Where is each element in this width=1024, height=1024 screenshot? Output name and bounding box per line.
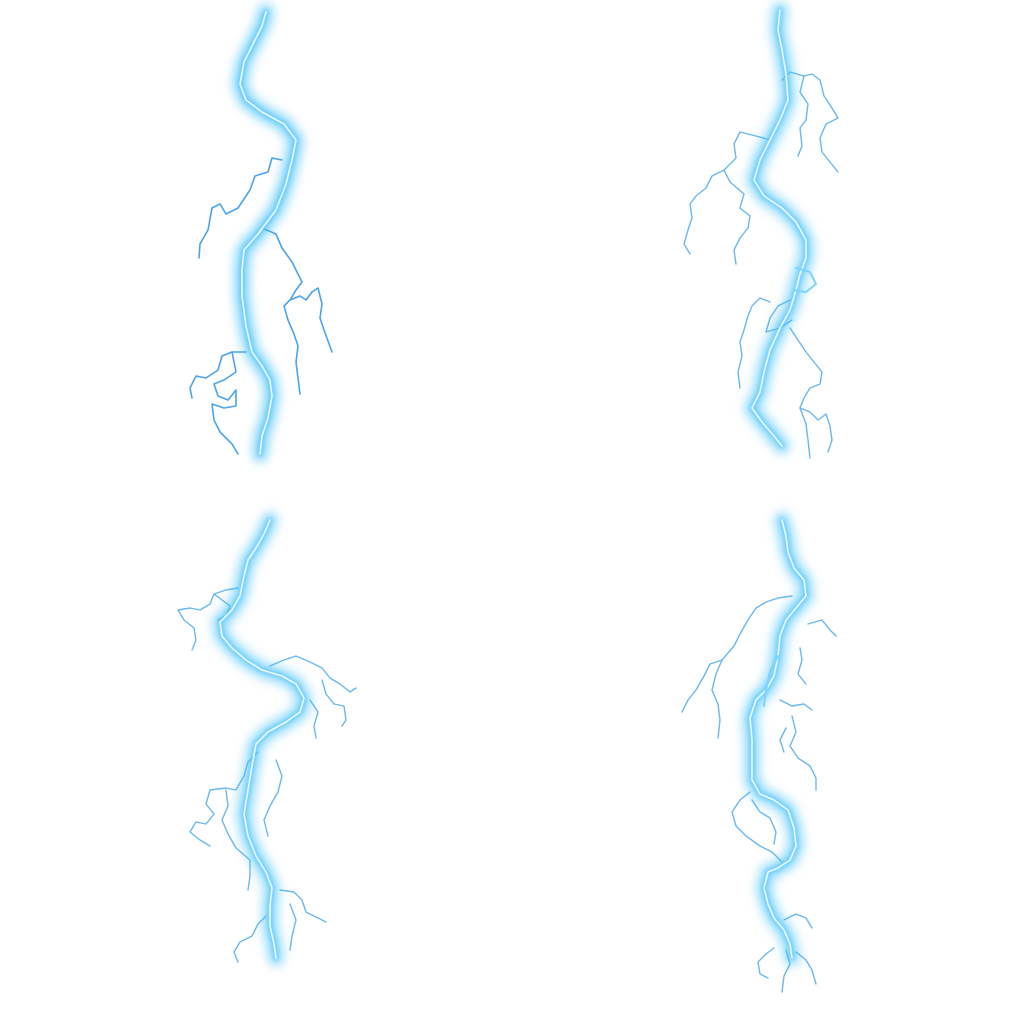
- lightning-bolt-top-right: [683, 2, 839, 459]
- lightning-bolt-bottom-left: [177, 512, 357, 966]
- lightning-bolt-top-left: [189, 4, 333, 462]
- lightning-bolt-bottom-right: [681, 512, 837, 993]
